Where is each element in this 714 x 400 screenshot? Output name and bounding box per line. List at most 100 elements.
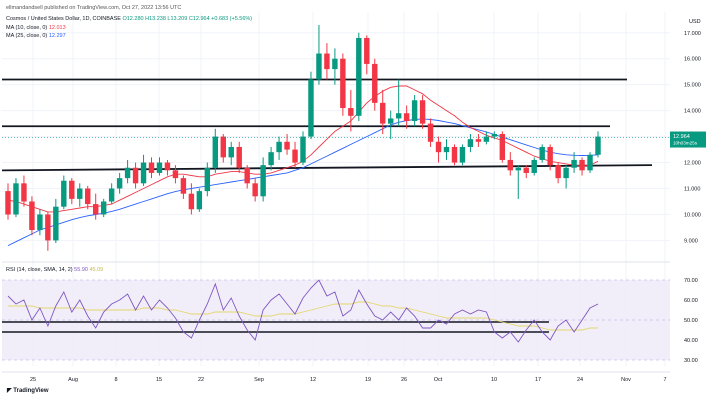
candle-body xyxy=(132,167,139,184)
ma10-legend-value: 12.013 xyxy=(48,25,66,31)
candle-body xyxy=(180,178,187,194)
rsi-tick-label: 60.00 xyxy=(684,298,698,304)
ma25-legend-label: MA (25, close, 0) xyxy=(6,33,48,39)
candle-body xyxy=(539,146,545,160)
candlestick-series xyxy=(5,24,601,251)
candle xyxy=(188,183,195,215)
candle xyxy=(539,144,545,163)
rsi-tick-label: 40.00 xyxy=(684,338,698,344)
candle xyxy=(45,211,51,251)
candle-body xyxy=(29,201,35,231)
candle-body xyxy=(451,146,458,163)
time-tick-label: 8 xyxy=(114,377,117,383)
ma10-legend[interactable]: MA (10, close, 0) 12.013 xyxy=(6,25,66,32)
candle-body xyxy=(547,146,553,166)
candle-body xyxy=(443,146,450,153)
candle xyxy=(579,157,585,176)
candle xyxy=(419,95,426,129)
price-tick-label: 12.000 xyxy=(684,161,701,167)
candle xyxy=(148,157,155,179)
candle-body xyxy=(595,136,601,155)
candle xyxy=(29,196,35,236)
candle xyxy=(260,157,266,202)
candle xyxy=(108,183,115,205)
candle-body xyxy=(220,136,226,158)
rsi-band-fill xyxy=(2,280,670,360)
rsi-tick-label: 50.00 xyxy=(684,318,698,324)
candle xyxy=(356,32,362,122)
candle xyxy=(348,89,354,132)
candle xyxy=(276,136,282,160)
candle xyxy=(443,139,450,160)
candle xyxy=(515,165,521,199)
price-tick-label: 10.000 xyxy=(684,212,701,218)
candle-body xyxy=(324,53,330,70)
candle xyxy=(364,35,370,75)
candle-body xyxy=(21,183,27,202)
rsi-ma-legend-value: 45.09 xyxy=(89,267,104,273)
candle-body xyxy=(411,100,418,122)
candle-body xyxy=(555,165,561,179)
candle-body xyxy=(427,123,434,142)
rsi-axis[interactable]: 30.00 40.00 50.00 60.00 70.00 xyxy=(684,278,698,364)
price-tick-label: 14.000 xyxy=(684,109,701,115)
candle-body xyxy=(380,102,386,124)
candle xyxy=(204,162,211,197)
candle-body xyxy=(523,167,529,173)
candle-body xyxy=(531,159,537,173)
candle-body xyxy=(587,154,593,171)
candle xyxy=(244,165,250,189)
time-tick-label: Aug xyxy=(68,377,78,383)
candle xyxy=(483,131,490,145)
rsi-legend[interactable]: RSI (14, close, SMA, 14, 2) 55.90 45.09 xyxy=(6,267,103,274)
candle xyxy=(228,141,234,166)
candle-body xyxy=(100,201,107,215)
candle xyxy=(395,79,402,127)
last-price-countdown: 10h03m25s xyxy=(673,141,698,146)
candle-body xyxy=(308,79,314,137)
candle-body xyxy=(300,136,306,163)
candle-body xyxy=(13,183,19,215)
candle-body xyxy=(204,167,211,192)
candle-body xyxy=(571,159,577,168)
candle xyxy=(435,136,442,163)
rsi-tick-label: 30.00 xyxy=(684,358,698,364)
candle xyxy=(475,134,482,147)
candle-body xyxy=(228,146,234,158)
candle xyxy=(451,144,458,166)
time-tick-label: 25 xyxy=(30,377,36,383)
time-tick-label: Nov xyxy=(621,377,631,383)
candle-body xyxy=(332,58,338,70)
candle xyxy=(587,152,593,173)
candle-body xyxy=(45,214,51,241)
candle-body xyxy=(419,100,426,124)
candle xyxy=(403,105,410,129)
rsi-panel xyxy=(2,261,670,361)
candle xyxy=(467,134,474,153)
candle xyxy=(316,24,322,85)
candle xyxy=(180,175,187,199)
candle-body xyxy=(403,113,410,122)
candle-body xyxy=(188,193,195,210)
ohlc-values: O12.280 H13.238 L13.209 C12.964 +0.683 (… xyxy=(122,16,253,22)
ma25-legend[interactable]: MA (25, close, 0) 12.297 xyxy=(6,33,66,40)
candle xyxy=(21,175,27,207)
candle-body xyxy=(148,162,155,173)
publisher-line: ellmandandsell published on TradingView.… xyxy=(6,5,182,11)
rsi-line xyxy=(7,279,599,343)
time-tick-label: Sep xyxy=(254,377,264,383)
candle-body xyxy=(116,178,123,189)
tradingview-logo[interactable]: ◤ TradingView xyxy=(7,387,49,394)
last-price-box xyxy=(670,131,706,148)
candle-body xyxy=(77,188,83,199)
candle xyxy=(324,43,330,80)
candle-body xyxy=(212,136,219,168)
candle-body xyxy=(196,191,203,210)
candle xyxy=(172,165,179,184)
time-axis[interactable]: 25 Aug 8 15 22 Sep 12 19 26 Oct 10 17 24 Nov 7 xyxy=(2,371,670,383)
candle xyxy=(5,183,11,220)
candle-body xyxy=(92,204,99,215)
price-tick-label: 15.000 xyxy=(684,83,701,89)
time-tick-label: 22 xyxy=(198,377,204,383)
